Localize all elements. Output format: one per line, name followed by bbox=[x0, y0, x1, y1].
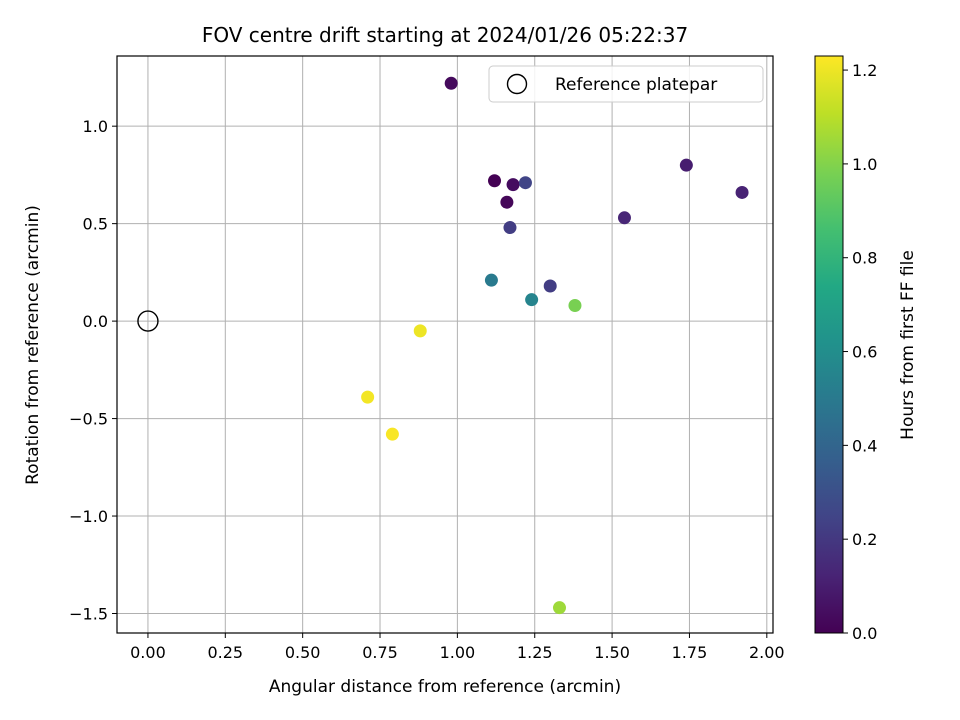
x-tick-label: 1.75 bbox=[672, 643, 708, 662]
y-tick-label: −1.5 bbox=[69, 605, 108, 624]
scatter-point bbox=[525, 293, 539, 307]
x-tick-label: 2.00 bbox=[749, 643, 785, 662]
colorbar-tick-label: 1.2 bbox=[852, 61, 877, 80]
legend: Reference platepar bbox=[488, 65, 764, 103]
colorbar-tick-label: 0.4 bbox=[852, 436, 877, 455]
data-points bbox=[361, 76, 749, 615]
scatter-point bbox=[518, 176, 532, 190]
scatter-point bbox=[552, 601, 566, 615]
y-axis-title: Rotation from reference (arcmin) bbox=[23, 205, 43, 485]
colorbar-tick-label: 0.2 bbox=[852, 530, 877, 549]
scatter-point bbox=[543, 279, 557, 293]
reference-point bbox=[137, 310, 159, 332]
colorbar-tick-label: 0.6 bbox=[852, 343, 877, 362]
scatter-point bbox=[488, 174, 502, 188]
y-tick-label: 1.0 bbox=[83, 117, 108, 136]
colorbar-label: Hours from first FF file bbox=[898, 250, 918, 440]
legend-box bbox=[488, 65, 764, 103]
colorbar-ticks: 0.0 0.2 0.4 0.6 0.8 1.0 1.2 bbox=[843, 61, 877, 643]
scatter-point bbox=[361, 390, 375, 404]
x-tick-label: 1.00 bbox=[440, 643, 476, 662]
colorbar-tick-label: 0.0 bbox=[852, 624, 877, 643]
colorbar-gradient bbox=[814, 55, 844, 634]
scatter-point bbox=[503, 221, 517, 235]
x-axis: 0.00 0.25 0.50 0.75 1.00 1.25 1.50 1.75 2.00 bbox=[130, 633, 785, 662]
chart-title: FOV centre drift starting at 2024/01/26 … bbox=[202, 23, 688, 47]
scatter-point bbox=[679, 158, 693, 172]
legend-label: Reference platepar bbox=[555, 75, 717, 95]
grid bbox=[117, 56, 773, 633]
y-tick-label: 0.5 bbox=[83, 215, 108, 234]
scatter-point bbox=[617, 211, 631, 225]
y-tick-label: −0.5 bbox=[69, 410, 108, 429]
x-tick-label: 0.00 bbox=[130, 643, 166, 662]
plot-frame bbox=[116, 55, 774, 634]
y-tick-label: 0.0 bbox=[83, 312, 108, 331]
y-tick-label: −1.0 bbox=[69, 507, 108, 526]
scatter-point bbox=[568, 299, 582, 313]
legend-marker bbox=[506, 73, 528, 95]
x-axis-title: Angular distance from reference (arcmin) bbox=[269, 677, 621, 697]
scatter-point bbox=[500, 195, 514, 209]
colorbar: 0.0 0.2 0.4 0.6 0.8 1.0 1.2 Hours from first F… bbox=[814, 55, 918, 643]
y-axis: −1.5 −1.0 −0.5 0.0 0.5 1.0 bbox=[69, 117, 117, 624]
scatter-point bbox=[444, 76, 458, 90]
x-tick-label: 1.50 bbox=[594, 643, 630, 662]
colorbar-tick-label: 1.0 bbox=[852, 155, 877, 174]
reference-marker bbox=[137, 310, 159, 332]
scatter-point bbox=[413, 324, 427, 338]
scatter-point bbox=[385, 427, 399, 441]
scatter-point bbox=[735, 185, 749, 199]
x-tick-label: 1.25 bbox=[517, 643, 553, 662]
scatter-point bbox=[506, 178, 520, 192]
colorbar-tick-label: 0.8 bbox=[852, 249, 877, 268]
x-tick-label: 0.75 bbox=[362, 643, 398, 662]
x-tick-label: 0.50 bbox=[285, 643, 321, 662]
scatter-point bbox=[484, 273, 498, 287]
x-tick-label: 0.25 bbox=[207, 643, 243, 662]
